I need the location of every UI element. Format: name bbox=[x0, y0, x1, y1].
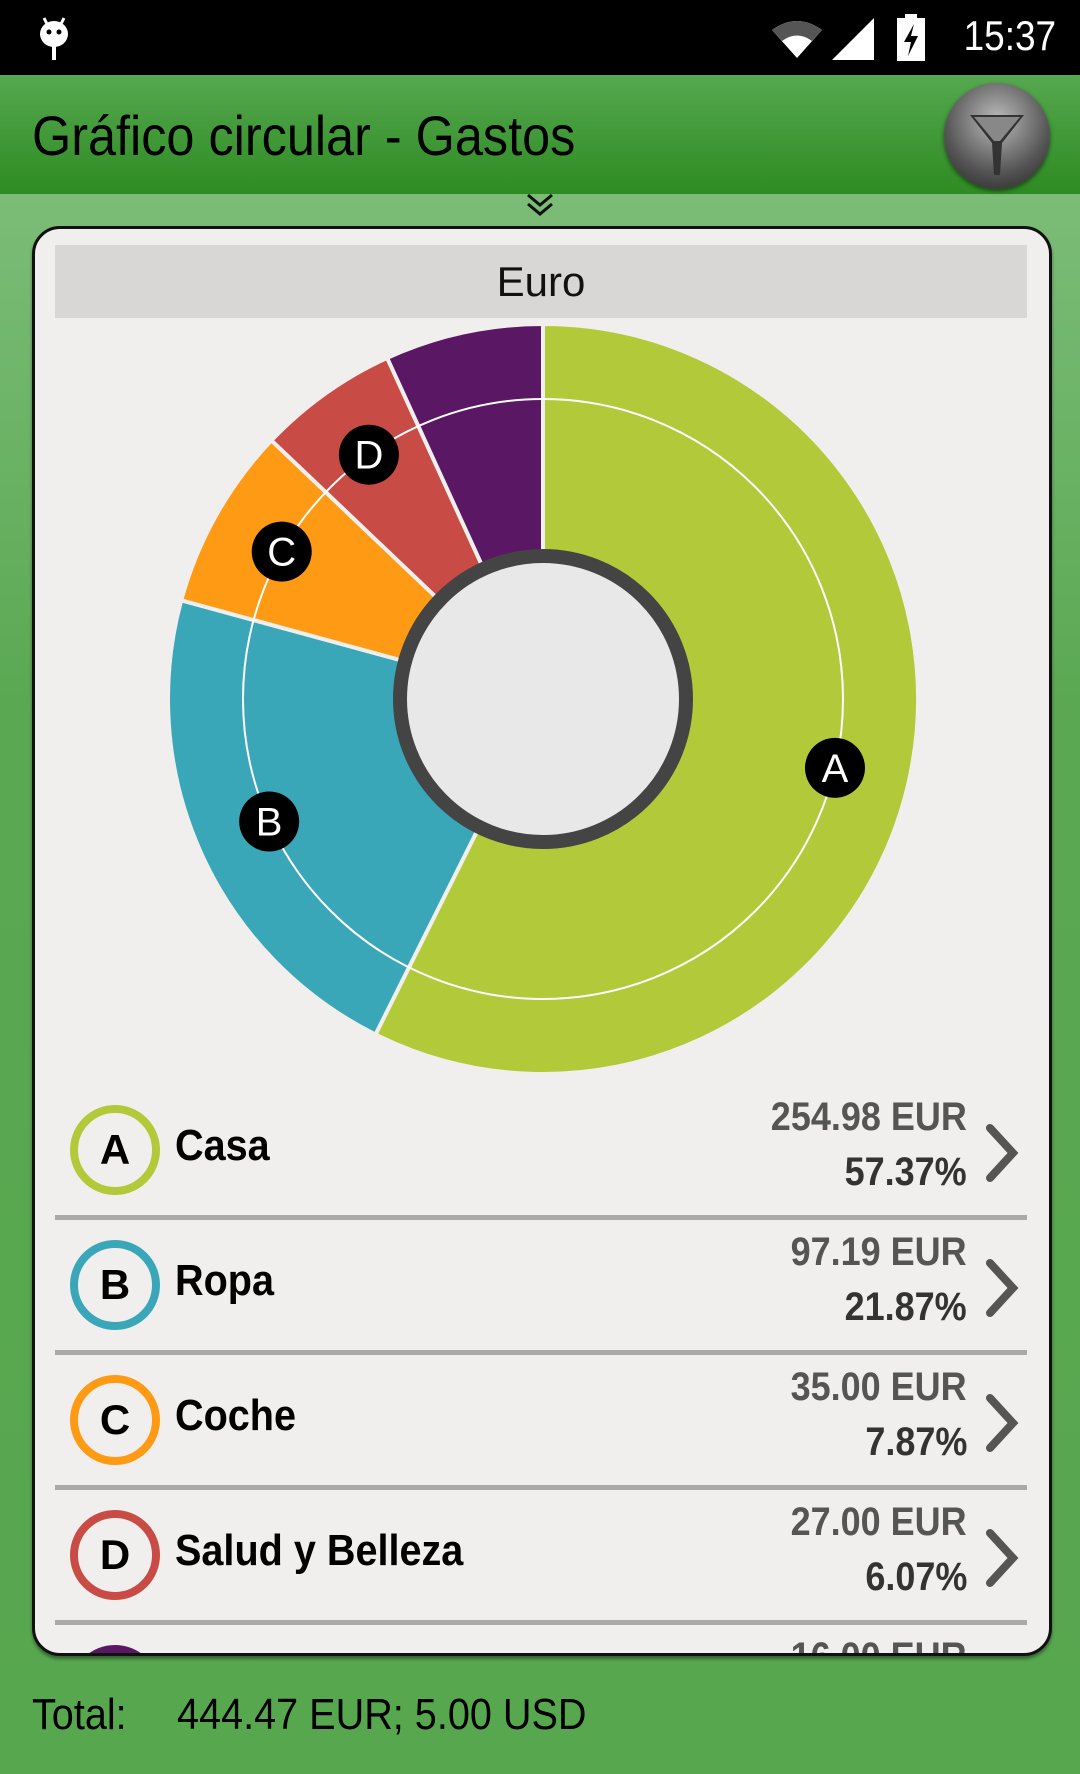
clock: 15:37 bbox=[963, 12, 1056, 59]
category-amount: 254.98 EUR bbox=[770, 1095, 967, 1139]
slice-label-badge bbox=[239, 791, 300, 852]
signal-icon bbox=[832, 18, 874, 60]
list-item[interactable]: 16.00 EUR bbox=[55, 1625, 1027, 1653]
slice-label: B bbox=[256, 801, 283, 845]
chevron-right-icon[interactable] bbox=[985, 1528, 1019, 1588]
category-badge: C bbox=[70, 1375, 160, 1465]
page-title: Gráfico circular - Gastos bbox=[32, 104, 576, 167]
chevron-right-icon[interactable] bbox=[985, 1258, 1019, 1318]
pie-chart[interactable]: A B C D bbox=[35, 229, 1049, 1089]
battery-charging-icon bbox=[897, 14, 925, 61]
category-amount: 16.00 EUR bbox=[791, 1635, 967, 1653]
slice-label: C bbox=[267, 531, 296, 575]
list-item[interactable]: C Coche 35.00 EUR 7.87% bbox=[55, 1355, 1027, 1490]
android-debug-icon bbox=[40, 17, 68, 60]
filter-button[interactable] bbox=[944, 83, 1050, 189]
category-name: Ropa bbox=[175, 1256, 274, 1305]
list-item[interactable]: A Casa 254.98 EUR 57.37% bbox=[55, 1085, 1027, 1220]
app-bar: Gráfico circular - Gastos bbox=[0, 75, 1080, 194]
chevron-right-icon[interactable] bbox=[985, 1393, 1019, 1453]
slice-label: A bbox=[822, 747, 849, 791]
wifi-icon bbox=[772, 21, 822, 58]
category-percent: 7.87% bbox=[864, 1420, 967, 1464]
slice-label-badge bbox=[338, 424, 399, 485]
category-amount: 27.00 EUR bbox=[790, 1500, 967, 1544]
slice-label-badge bbox=[804, 737, 865, 798]
divider bbox=[55, 1485, 1027, 1490]
total-label: Total: bbox=[32, 1690, 127, 1739]
list-item[interactable]: B Ropa 97.19 EUR 21.87% bbox=[55, 1220, 1027, 1355]
slice-label: D bbox=[354, 434, 383, 478]
category-amount: 35.00 EUR bbox=[790, 1365, 967, 1409]
category-name: Casa bbox=[175, 1121, 270, 1170]
total-value: 444.47 EUR; 5.00 USD bbox=[177, 1690, 587, 1739]
donut-hole bbox=[393, 549, 693, 849]
divider bbox=[55, 1620, 1027, 1625]
double-chevron-down-icon[interactable] bbox=[525, 192, 555, 218]
divider bbox=[55, 1350, 1027, 1355]
category-percent: 6.07% bbox=[864, 1555, 967, 1599]
slice-label-badge bbox=[251, 521, 312, 582]
category-badge: D bbox=[70, 1510, 160, 1600]
label-ring bbox=[242, 398, 844, 1000]
funnel-icon bbox=[970, 115, 1024, 175]
category-name: Salud y Belleza bbox=[175, 1526, 464, 1575]
category-badge: B bbox=[70, 1240, 160, 1330]
currency-header: Euro bbox=[55, 245, 1027, 318]
category-badge bbox=[70, 1645, 160, 1653]
total-footer: Total: 444.47 EUR; 5.00 USD bbox=[32, 1690, 586, 1740]
status-bar: 15:37 bbox=[0, 0, 1080, 75]
category-percent: 57.37% bbox=[844, 1150, 967, 1194]
category-percent: 21.87% bbox=[844, 1285, 967, 1329]
list-item[interactable]: D Salud y Belleza 27.00 EUR 6.07% bbox=[55, 1490, 1027, 1625]
chevron-right-icon[interactable] bbox=[985, 1123, 1019, 1183]
divider bbox=[55, 1215, 1027, 1220]
category-badge: A bbox=[70, 1105, 160, 1195]
category-amount: 97.19 EUR bbox=[790, 1230, 967, 1274]
category-name: Coche bbox=[175, 1391, 297, 1440]
